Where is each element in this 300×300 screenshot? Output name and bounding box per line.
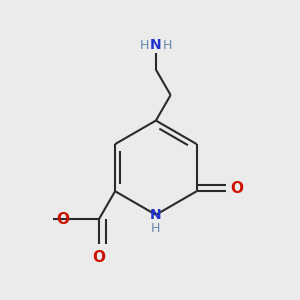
Text: H: H xyxy=(140,39,149,52)
Text: N: N xyxy=(150,208,162,222)
Text: H: H xyxy=(151,221,160,235)
Text: N: N xyxy=(150,38,162,52)
Text: H: H xyxy=(162,39,172,52)
Text: O: O xyxy=(92,250,105,265)
Text: O: O xyxy=(230,181,244,196)
Text: O: O xyxy=(56,212,69,227)
